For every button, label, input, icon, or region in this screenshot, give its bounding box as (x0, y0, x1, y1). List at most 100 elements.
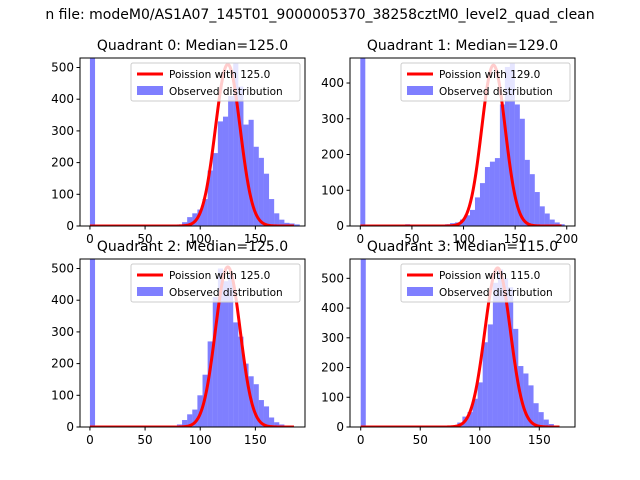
y-tick-label: 0 (336, 219, 344, 233)
legend-box (130, 263, 301, 303)
y-tick-label: 300 (51, 124, 74, 138)
x-tick-label: 100 (452, 232, 475, 246)
histogram-bar (544, 213, 550, 226)
histogram-bar (233, 62, 239, 226)
y-tick-label: 400 (51, 293, 74, 307)
panel-quadrant-3: 0 50 100 150 0 100 200 300 400 500 Quadrant 3: Med… (321, 239, 576, 447)
y-tick-label: 400 (51, 92, 74, 106)
histogram-bar (519, 118, 525, 226)
histogram-bar (489, 161, 495, 226)
histogram-bar (187, 414, 193, 427)
poisson-curve (359, 266, 561, 427)
legend-label-poisson: Poission with 125.0 (169, 69, 270, 81)
histogram-bar (503, 278, 509, 427)
y-tick-label: 400 (321, 76, 344, 90)
x-tick-label: 0 (357, 433, 365, 447)
y-tick-label: 200 (321, 148, 344, 162)
histogram-bar (258, 157, 264, 226)
histogram-bar (492, 282, 498, 427)
x-tick-label: 50 (404, 232, 419, 246)
x-tick-label: 200 (555, 232, 578, 246)
histogram-bar (508, 287, 514, 427)
histogram-bar (499, 104, 505, 226)
histogram-bar (192, 409, 198, 427)
x-tick-label: 150 (528, 433, 551, 447)
histogram-bar (472, 398, 478, 427)
y-tick-label: 300 (321, 112, 344, 126)
legend-label-observed: Observed distribution (169, 287, 283, 299)
histogram-bar (549, 219, 555, 226)
legend-label-observed: Observed distribution (439, 86, 553, 98)
legend-label-poisson: Poission with 115.0 (439, 270, 540, 282)
poisson-curve (88, 62, 295, 226)
histogram-bar (543, 419, 549, 427)
y-tick-label: 100 (51, 388, 74, 402)
x-tick-label: 50 (413, 433, 428, 447)
histogram-bar (207, 341, 213, 427)
histogram-bar (484, 167, 490, 226)
histogram-bar (238, 86, 244, 226)
legend: Poission with 125.0 Observed distribution (130, 263, 301, 303)
histogram-bar (228, 274, 234, 427)
panel-title: Quadrant 2: Median=125.0 (97, 239, 288, 255)
x-tick-label: 100 (189, 232, 212, 246)
histogram-bar (269, 199, 275, 226)
figure-suptitle: n file: modeM0/AS1A07_145T01_9000005370_… (45, 7, 594, 23)
histogram-bar (253, 384, 259, 427)
x-tick-label: 0 (86, 433, 94, 447)
legend-box (400, 263, 571, 303)
axes-frame (349, 57, 576, 227)
histogram-bar (228, 96, 234, 226)
y-tick-label: 500 (321, 271, 344, 285)
x-tick-label: 0 (86, 232, 94, 246)
x-tick-label: 100 (189, 433, 212, 447)
histogram-bar (467, 412, 473, 427)
histogram-bar (534, 192, 540, 226)
plot-area (88, 259, 295, 427)
legend-bar-swatch (407, 287, 433, 296)
y-tick-label: 200 (321, 361, 344, 375)
histogram-bar (202, 199, 208, 226)
histogram-bar (487, 324, 493, 427)
plot-area (359, 58, 565, 226)
y-tick-label: 200 (51, 156, 74, 170)
panel-title: Quadrant 1: Median=129.0 (367, 38, 558, 54)
histogram-bar (269, 417, 275, 427)
histogram-bar (253, 146, 259, 226)
histogram-bar (497, 269, 504, 427)
histogram-bar (187, 217, 193, 226)
histogram-bar (217, 268, 223, 427)
x-tick-label: 50 (137, 433, 152, 447)
histogram-bar (258, 400, 264, 427)
histogram-bar (559, 224, 565, 226)
x-tick-label: 50 (137, 232, 152, 246)
histogram-bar (554, 222, 560, 226)
y-tick-label: 200 (51, 357, 74, 371)
histogram-bar (528, 385, 534, 427)
legend-label-poisson: Poission with 125.0 (169, 270, 270, 282)
x-tick-label: 150 (244, 433, 267, 447)
panel-quadrant-1: 0 50 100 150 200 0 100 200 300 400 Quadrant 1: Med… (321, 38, 578, 246)
legend-label-observed: Observed distribution (439, 287, 553, 299)
legend-bar-swatch (137, 287, 163, 296)
panel-title: Quadrant 3: Median=115.0 (367, 239, 558, 255)
histogram-bar (243, 363, 249, 427)
histogram-bar (248, 119, 254, 226)
histogram-bar (533, 403, 539, 427)
histogram-bar (89, 259, 96, 427)
histogram-bar (197, 209, 203, 226)
histogram-bar (274, 213, 280, 226)
poisson-curve (88, 265, 295, 427)
histogram-bar (274, 422, 280, 427)
histogram-bar (294, 224, 300, 226)
histogram-bar (523, 373, 529, 427)
histogram-bar (263, 406, 270, 427)
y-tick-label: 0 (336, 420, 344, 434)
y-tick-label: 100 (321, 183, 344, 197)
histogram-bar (182, 420, 188, 427)
y-tick-label: 400 (321, 301, 344, 315)
histogram-bar (89, 58, 96, 226)
panel-quadrant-0: 0 50 100 150 0 100 200 300 400 500 Quadrant 0: Med… (51, 38, 306, 246)
axes-frame (79, 258, 306, 428)
